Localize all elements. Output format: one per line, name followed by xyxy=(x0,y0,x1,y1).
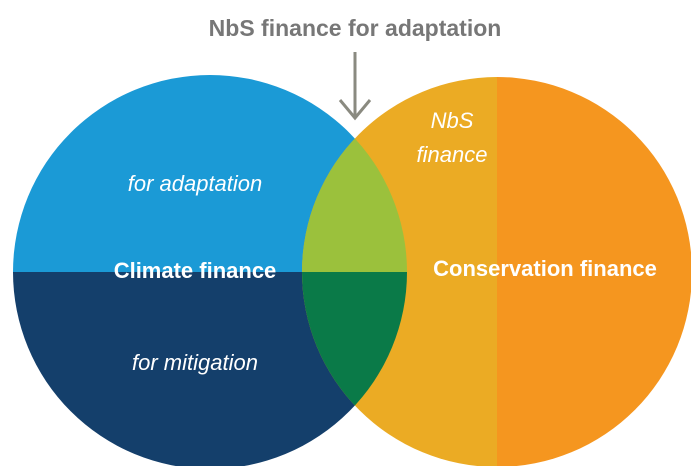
adaptation-label: for adaptation xyxy=(128,171,263,196)
title: NbS finance for adaptation xyxy=(209,15,502,41)
nbs-label: finance xyxy=(417,142,488,167)
conservation-label: Conservation finance xyxy=(433,256,657,281)
nbs-label: NbS xyxy=(431,108,474,133)
arrow xyxy=(338,52,372,121)
mitigation-label: for mitigation xyxy=(132,350,258,375)
climate-label: Climate finance xyxy=(114,258,277,283)
